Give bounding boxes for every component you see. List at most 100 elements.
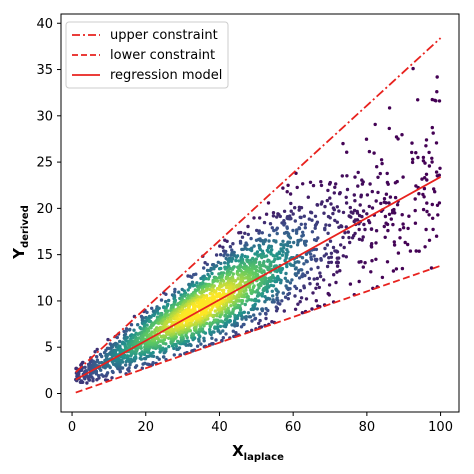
scatter-point [431,131,435,135]
scatter-point [283,276,287,280]
scatter-point [435,174,439,178]
scatter-point [319,202,323,206]
scatter-point [265,296,269,301]
scatter-point [271,298,275,302]
scatter-point [434,99,438,103]
legend-label-regression: regression model [110,68,222,83]
scatter-point [387,106,392,110]
scatter-point [231,272,235,276]
scatter-point [301,230,305,234]
scatter-point [138,356,142,360]
scatter-point [140,350,144,354]
scatter-point [232,294,236,299]
scatter-point [127,366,131,370]
scatter-point [97,374,101,378]
scatter-point [299,296,304,300]
scatter-point [275,215,279,219]
scatter-point [326,188,330,193]
scatter-point [195,344,200,348]
scatter-point [263,295,267,299]
scatter-point [184,333,188,337]
scatter-point [167,298,171,303]
scatter-point [385,260,390,264]
scatter-point [410,150,414,155]
scatter-point [208,308,212,312]
scatter-point [177,290,181,294]
scatter-point [124,329,128,333]
scatter-point [242,289,246,294]
scatter-point [238,241,243,245]
scatter-point [225,239,229,243]
scatter-point [318,271,322,275]
scatter-point [266,250,271,254]
scatter-point [132,328,136,332]
scatter-point [177,346,182,350]
scatter-point [423,245,427,249]
scatter-point [302,214,306,218]
scatter-point [213,325,217,329]
scatter-point [327,256,331,260]
scatter-point [95,355,99,359]
scatter-point [249,248,254,253]
scatter-point [305,270,310,275]
scatter-point [199,342,203,346]
scatter-point [327,283,332,287]
scatter-point [322,254,326,258]
scatter-point [228,318,232,323]
scatter-point [270,320,274,324]
scatter-point [348,240,352,245]
scatter-point [222,253,226,258]
scatter-point [337,225,341,229]
scatter-point [374,229,379,233]
scatter-point [430,202,434,207]
scatter-point [333,185,337,189]
scatter-point [396,251,401,255]
scatter-point [233,306,237,310]
scatter-point [179,336,183,340]
scatter-point [167,344,171,349]
scatter-point [200,327,205,331]
scatter-point [77,372,81,376]
scatter-point [270,226,274,230]
scatter-point [334,280,338,285]
scatter-point [215,325,220,329]
scatter-point [394,267,399,271]
scatter-point [329,202,333,206]
scatter-point [231,329,235,333]
scatter-point [303,242,307,246]
scatter-point [297,268,301,273]
scatter-point [334,260,339,265]
y-axis-label-main: Y [10,247,28,260]
scatter-point [173,287,177,292]
scatter-point [303,222,307,226]
scatter-point [205,262,209,267]
scatter-point [205,268,210,273]
scatter-point [322,278,326,282]
scatter-point [339,243,343,247]
scatter-point [362,222,366,227]
scatter-point [348,205,352,210]
scatter-point [289,201,293,206]
scatter-point [300,311,305,315]
scatter-point [288,192,293,196]
scatter-point [240,235,245,239]
scatter-point [221,336,225,340]
scatter-point [315,203,320,207]
scatter-point [341,254,345,258]
scatter-point [245,299,249,303]
scatter-point [391,222,395,227]
scatter-point [403,240,407,245]
scatter-point [167,336,171,340]
scatter-point [430,160,434,164]
y-tick-label: 5 [45,341,53,356]
scatter-point [367,219,371,223]
scatter-point [257,231,261,235]
scatter-point [360,238,364,242]
scatter-point [183,304,187,308]
scatter-point [293,307,298,311]
scatter-point [316,265,320,270]
scatter-point [258,318,262,323]
scatter-point [293,272,298,276]
x-axis-label-main: X [232,442,244,460]
